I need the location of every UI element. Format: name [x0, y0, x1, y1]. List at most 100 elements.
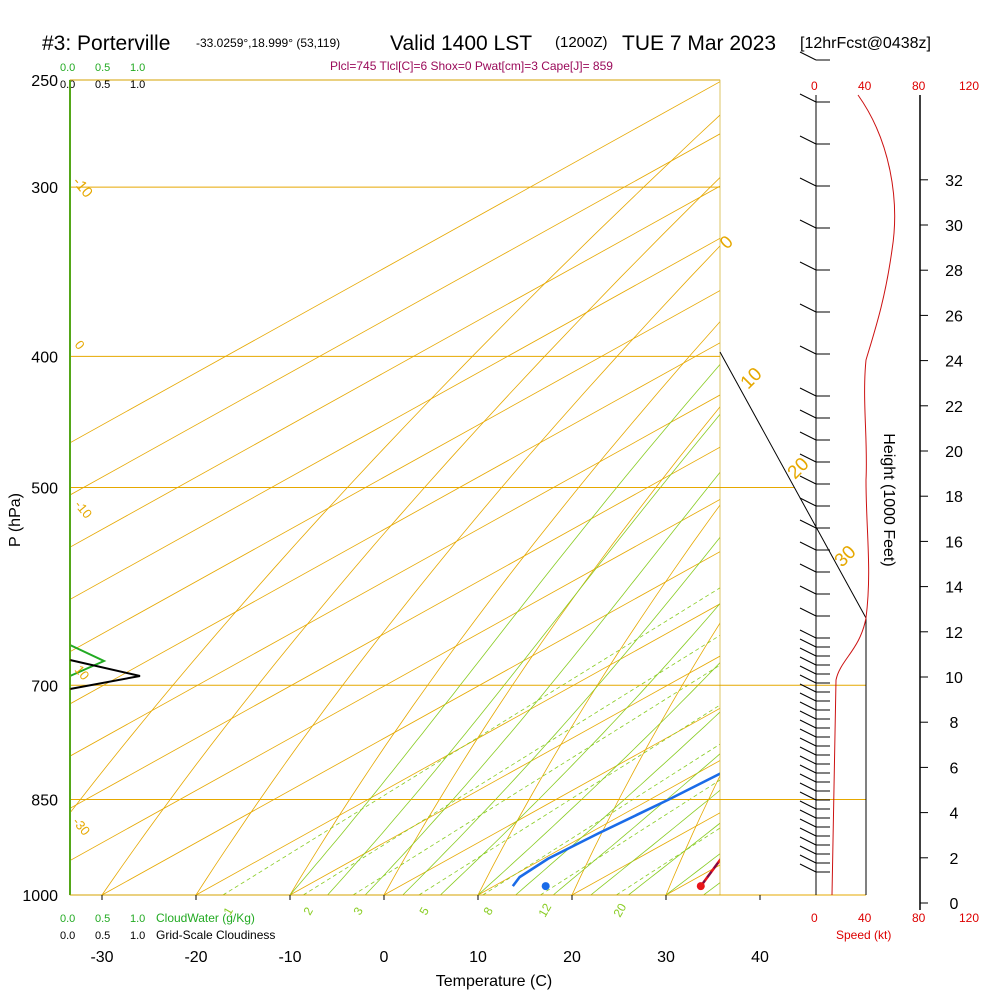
wind-barb: [799, 656, 817, 666]
isotherm-line: [70, 498, 720, 862]
speed-axis-bottom: 0 40 80 120 Speed (kt): [811, 911, 979, 942]
x-axis-label: Temperature (C): [436, 973, 552, 990]
forecast-label: [12hrFcst@0438z]: [800, 35, 931, 52]
wind-barb: [799, 647, 817, 657]
speed-tick: 80: [912, 79, 926, 93]
wind-barb: [799, 135, 817, 145]
wind-barb: [799, 809, 817, 819]
cloudiness-tick: 1.0: [130, 79, 145, 91]
wind-barb: [799, 773, 817, 783]
isotherm-label: -10: [69, 174, 96, 202]
mixing-ratio-line: [352, 664, 720, 895]
mixing-ratio-line: [482, 743, 720, 895]
x-tick-label: -10: [278, 949, 301, 966]
wind-barb: [799, 453, 817, 463]
mixing-ratio-line: [418, 704, 720, 895]
wind-barb: [799, 746, 817, 756]
pressure-tick-label: 700: [31, 678, 58, 695]
wind-barb: [799, 674, 817, 684]
height-tick-label: 4: [950, 806, 959, 823]
mixing-ratio-label: 8: [480, 904, 496, 917]
isotherm-line: [70, 81, 720, 444]
temperature-tick-labels: -30 -20 -10 0 10 20 30 40: [90, 895, 769, 966]
cloudiness-label: Grid-Scale Cloudiness: [156, 928, 275, 942]
cloudiness-profile: [69, 659, 141, 690]
speed-tick: 40: [858, 79, 872, 93]
wind-barb: [799, 541, 817, 551]
isotherm-line: [760, 80, 1000, 895]
wind-barb: [799, 563, 817, 573]
mixing-ratio-line: [303, 634, 720, 895]
wind-barb: [799, 827, 817, 837]
sounding-profiles: [511, 772, 720, 887]
mixing-ratio-line: [222, 587, 720, 895]
isotherm-line: [195, 603, 720, 895]
wind-barb: [799, 737, 817, 747]
isotherm-line: [101, 551, 720, 895]
moist-adiabat-line: [440, 602, 720, 895]
wind-barb: [799, 728, 817, 738]
valid-date: TUE 7 Mar 2023: [622, 32, 776, 55]
cloudwater-tick: 0.0: [60, 62, 75, 74]
wind-barb: [799, 701, 817, 711]
wind-barb: [799, 475, 817, 485]
dry-adiabat-line: [571, 622, 720, 895]
height-tick-label: 12: [945, 625, 963, 642]
isotherm-label: -10: [72, 497, 96, 521]
wind-barb: [799, 755, 817, 765]
height-tick-label: 0: [950, 896, 959, 913]
wind-barb: [799, 431, 817, 441]
moist-adiabat-lines: [289, 363, 720, 895]
height-tick-label: 26: [945, 308, 963, 325]
dry-adiabat-line: [760, 80, 1000, 895]
isotherm-label: 0: [716, 232, 737, 253]
moist-adiabat-line: [515, 711, 720, 895]
mixing-ratio-label: 3: [350, 904, 366, 917]
wind-barb: [799, 409, 817, 419]
moist-adiabat-line: [590, 789, 720, 895]
station-coords: -33.0259°,18.999° (53,119): [196, 36, 340, 50]
height-tick-label: 22: [945, 399, 963, 416]
isotherm-label: 30: [831, 542, 861, 572]
wind-barb: [799, 607, 817, 617]
wind-panel: [719, 51, 896, 896]
speed-tick: 120: [959, 79, 979, 93]
wind-barb: [799, 818, 817, 828]
mixing-ratio-label: 20: [610, 901, 629, 920]
speed-axis-label: Speed (kt): [836, 928, 891, 942]
cloudwater-tick: 0.0: [60, 913, 75, 925]
x-tick-label: 20: [563, 949, 581, 966]
moist-adiabat-line: [552, 753, 720, 895]
dry-adiabat-line: [854, 80, 1000, 895]
wind-barb: [799, 387, 817, 397]
x-tick-label: 10: [469, 949, 487, 966]
wind-barb: [799, 638, 817, 648]
wind-barb: [799, 854, 817, 864]
height-tick-label: 18: [945, 489, 963, 506]
pressure-tick-label: 400: [31, 349, 58, 366]
cloudwater-tick: 1.0: [130, 62, 145, 74]
wind-barb: [799, 692, 817, 702]
dry-adiabat-line: [70, 114, 720, 814]
pressure-tick-labels: 250 300 400 500 700 850 1000: [22, 73, 58, 905]
wind-barb: [799, 585, 817, 595]
mixing-ratio-label-group: 1 2 3 5 8 12 20: [220, 901, 629, 920]
cloudwater-tick: 0.5: [95, 62, 110, 74]
valid-zulu: (1200Z): [555, 34, 608, 51]
isotherm-line: [289, 655, 720, 895]
station-title: #3: Porterville: [42, 32, 170, 55]
wind-barb: [799, 93, 817, 103]
wind-barb: [799, 303, 817, 313]
height-tick-label: 2: [950, 851, 959, 868]
isotherm-label-group: -10 0 10 20 30 0 -10 10 -30: [69, 174, 861, 839]
speed-tick: 40: [858, 911, 872, 925]
height-tick-label: 30: [945, 218, 963, 235]
cloudiness-tick: 0.0: [60, 79, 75, 91]
speed-tick: 0: [811, 79, 818, 93]
pressure-tick-label: 250: [31, 73, 58, 90]
speed-tick: 80: [912, 911, 926, 925]
wind-barbs: [799, 51, 830, 873]
isotherm-line: [383, 707, 720, 895]
